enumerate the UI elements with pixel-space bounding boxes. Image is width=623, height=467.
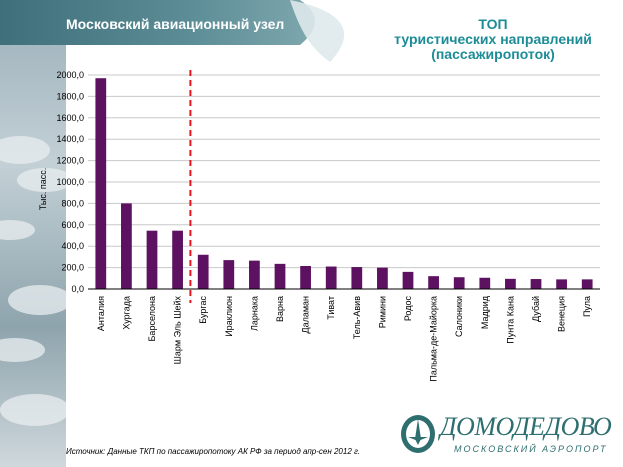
x-tick-label: Родос <box>403 296 413 322</box>
y-tick-label: 0,0 <box>71 284 84 294</box>
x-tick-label: Даламан <box>301 296 311 334</box>
bar <box>428 276 439 289</box>
chart-title-line-3: (пассажиропоток) <box>431 46 555 62</box>
y-tick-label: 1400,0 <box>56 134 84 144</box>
x-tick-label: Тиват <box>326 296 336 320</box>
bar <box>530 279 542 289</box>
grid-lines <box>88 74 600 269</box>
y-tick-labels: 0,0 200,0 400,0 600,0 800,0 1000,0 1200,0 1400,… <box>56 70 84 294</box>
x-tick-label: Римини <box>377 296 387 328</box>
bar <box>95 78 107 290</box>
x-tick-label: Бургас <box>198 296 208 324</box>
y-tick-label: 400,0 <box>61 241 84 251</box>
x-tick-label: Тель-Авив <box>352 296 362 339</box>
bar <box>453 277 465 289</box>
bar <box>505 278 516 289</box>
chart-title: ТОП туристических направлений (пассажиро… <box>368 17 618 62</box>
y-tick-label: 1000,0 <box>56 177 84 187</box>
x-tick-label: Анталия <box>96 296 106 331</box>
bar <box>274 263 286 289</box>
x-tick-label: Пунта Кана <box>505 296 515 344</box>
logo-name: ДОМОДЕДОВО <box>440 412 612 441</box>
y-axis-label: Тыс. пасс. <box>38 168 48 210</box>
bar <box>197 254 209 289</box>
bar <box>325 266 337 289</box>
y-tick-label: 1200,0 <box>56 156 84 166</box>
x-tick-label: Пальма-де-Майорка <box>429 296 439 382</box>
clouds <box>0 136 73 426</box>
bar <box>146 230 158 289</box>
domodedovo-logo: ДОМОДЕДОВО МОСКОВСКИЙ АЭРОПОРТ <box>398 411 616 461</box>
x-tick-label: Барселона <box>147 296 157 341</box>
header-title: Московский авиационный узел <box>66 16 285 32</box>
bar <box>172 230 183 289</box>
x-tick-label: Хургада <box>121 296 131 330</box>
source-note: Источник: Данные ТКП по пассажиропотоку … <box>66 447 361 456</box>
bars <box>95 78 593 290</box>
x-tick-label: Мадрид <box>480 295 490 329</box>
y-tick-label: 1600,0 <box>56 113 84 123</box>
x-tick-label: Ларнака <box>249 296 259 331</box>
bar <box>402 271 414 289</box>
bar <box>351 267 363 289</box>
chart-title-line-2: туристических направлений <box>394 31 592 47</box>
bar <box>300 265 311 289</box>
chart-title-line-1: ТОП <box>478 16 508 32</box>
x-tick-label: Ираклион <box>224 296 234 337</box>
x-tick-label: Шарм Эль Шейх <box>173 296 183 365</box>
header-band <box>0 0 315 45</box>
y-tick-label: 1800,0 <box>56 91 84 101</box>
header-swoosh <box>290 0 345 62</box>
bar <box>479 277 491 289</box>
bar <box>377 267 388 289</box>
bar <box>121 203 132 289</box>
logo-mark-icon <box>401 415 435 453</box>
y-tick-label: 600,0 <box>61 220 84 230</box>
y-tick-label: 800,0 <box>61 198 84 208</box>
x-tick-label: Салоники <box>454 296 464 337</box>
x-tick-labels: Анталия Хургада Барселона Шарм Эль Шейх Бург… <box>96 295 592 381</box>
x-tick-label: Венеция <box>557 296 567 332</box>
x-tick-label: Варна <box>275 296 285 322</box>
x-tick-label: Пула <box>582 296 592 317</box>
bar <box>223 260 235 289</box>
chart-area-bg <box>66 62 616 447</box>
bar <box>556 279 567 289</box>
bar <box>581 279 593 289</box>
y-tick-label: 200,0 <box>61 263 84 273</box>
x-tick-label: Дубай <box>531 296 541 322</box>
y-tick-label: 2000,0 <box>56 70 84 80</box>
bar <box>249 260 260 289</box>
logo-subtitle: МОСКОВСКИЙ АЭРОПОРТ <box>454 444 608 454</box>
